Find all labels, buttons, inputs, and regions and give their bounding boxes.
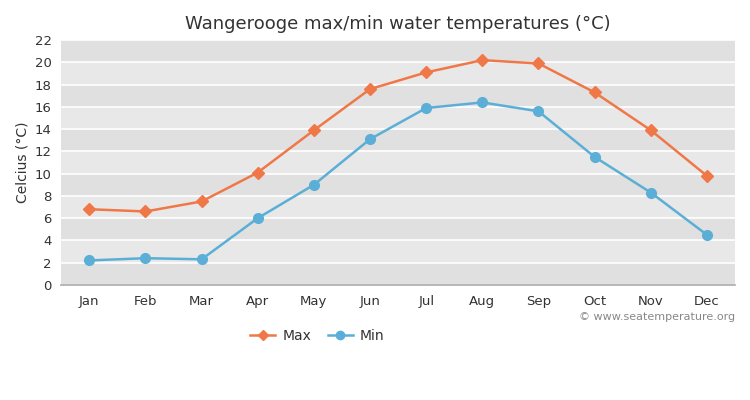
Text: © www.seatemperature.org: © www.seatemperature.org (579, 312, 735, 322)
Max (310, 128, 319, 133)
Bar (62, 85, 735, 107)
Bar (62, 218, 735, 240)
Line: Min: Min (85, 98, 712, 265)
Max (478, 58, 487, 62)
Title: Wangerooge max/min water temperatures (°C): Wangerooge max/min water temperatures (°… (185, 15, 611, 33)
Bar (62, 263, 735, 285)
Min (590, 154, 599, 159)
Bar (62, 240, 735, 263)
Line: Max: Max (86, 56, 711, 216)
Max (590, 90, 599, 95)
Max (197, 199, 206, 204)
Min (646, 190, 656, 195)
Max (534, 61, 543, 66)
Bar (62, 107, 735, 129)
Min (85, 258, 94, 263)
Max (422, 70, 430, 75)
Min (310, 182, 319, 187)
Min (703, 232, 712, 237)
Bar (62, 151, 735, 174)
Min (254, 216, 262, 220)
Bar (62, 40, 735, 62)
Bar (62, 196, 735, 218)
Max (646, 128, 656, 133)
Min (197, 257, 206, 262)
Min (478, 100, 487, 105)
Max (703, 174, 712, 178)
Max (254, 170, 262, 175)
Bar (62, 129, 735, 151)
Bar (62, 174, 735, 196)
Y-axis label: Celcius (°C): Celcius (°C) (15, 122, 29, 203)
Min (422, 106, 430, 110)
Max (85, 207, 94, 212)
Max (365, 87, 374, 92)
Legend: Max, Min: Max, Min (244, 324, 390, 349)
Min (141, 256, 150, 260)
Bar (62, 62, 735, 85)
Min (534, 109, 543, 114)
Max (141, 209, 150, 214)
Min (365, 137, 374, 142)
